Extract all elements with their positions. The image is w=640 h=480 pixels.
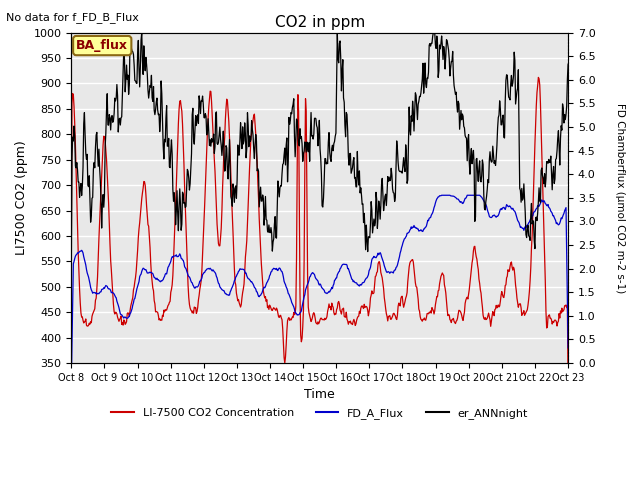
Text: BA_flux: BA_flux [76,39,128,52]
X-axis label: Time: Time [304,388,335,401]
Title: CO2 in ppm: CO2 in ppm [275,15,365,30]
Y-axis label: FD Chamberflux (μmol CO2 m-2 s-1): FD Chamberflux (μmol CO2 m-2 s-1) [615,103,625,293]
Text: No data for f_FD_B_Flux: No data for f_FD_B_Flux [6,12,140,23]
Y-axis label: LI7500 CO2 (ppm): LI7500 CO2 (ppm) [15,141,28,255]
Legend: LI-7500 CO2 Concentration, FD_A_Flux, er_ANNnight: LI-7500 CO2 Concentration, FD_A_Flux, er… [107,404,532,423]
